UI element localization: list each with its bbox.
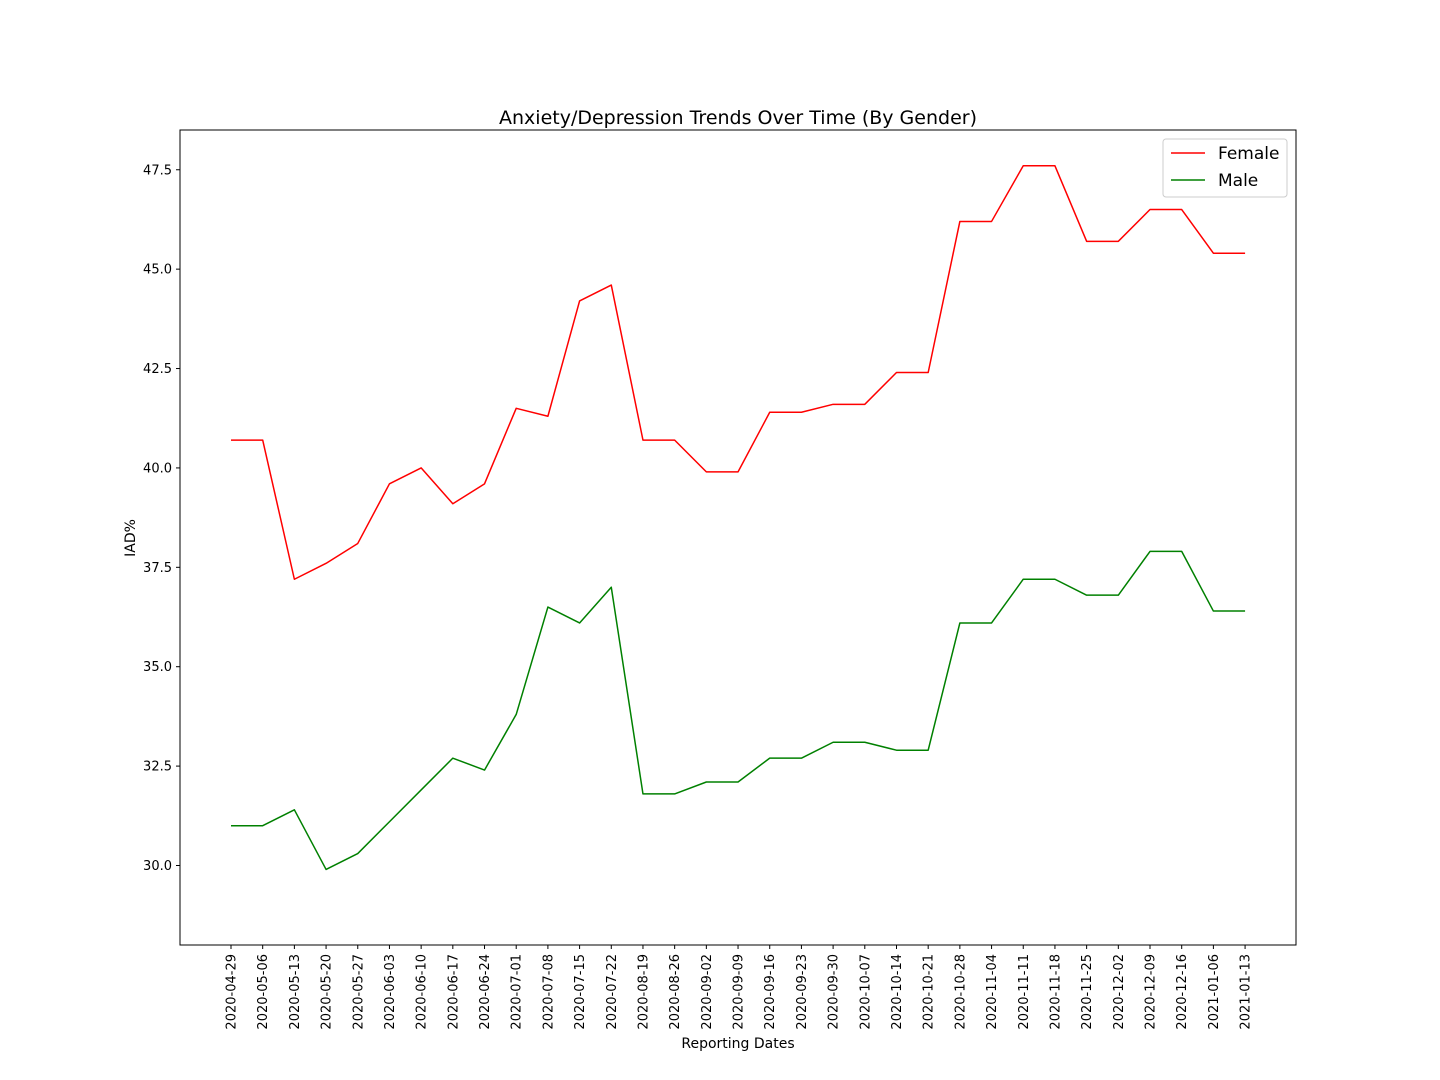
x-tick-label: 2020-12-02 <box>1112 954 1127 1030</box>
x-tick-label: 2020-08-26 <box>668 954 683 1030</box>
x-axis-label: Reporting Dates <box>681 1036 794 1052</box>
x-axis-ticks: 2020-04-29 2020-05-06 2020-05-13 2020-05-20… <box>225 945 1254 1030</box>
y-tick-label: 32.5 <box>143 760 172 775</box>
x-tick-label: 2021-01-13 <box>1239 954 1254 1030</box>
series-line-male <box>231 550 1246 871</box>
legend-label-male: Male <box>1218 171 1258 191</box>
x-tick-label: 2020-08-19 <box>636 954 651 1030</box>
x-tick-label: 2020-11-04 <box>985 954 1000 1030</box>
x-tick-label: 2020-07-08 <box>541 954 556 1030</box>
y-tick-label: 35.0 <box>143 660 172 675</box>
x-tick-label: 2020-10-07 <box>858 954 873 1030</box>
plot-area-frame <box>179 129 1297 946</box>
x-tick-label: 2020-09-16 <box>763 954 778 1030</box>
x-tick-label: 2020-09-02 <box>700 954 715 1030</box>
x-tick-label: 2020-05-27 <box>351 954 366 1030</box>
x-tick-label: 2020-07-15 <box>573 954 588 1030</box>
x-tick-label: 2020-07-01 <box>510 954 525 1030</box>
x-tick-label: 2020-06-17 <box>446 954 461 1030</box>
y-tick-label: 30.0 <box>143 859 172 874</box>
x-tick-label: 2020-06-10 <box>415 954 430 1030</box>
y-tick-label: 37.5 <box>143 561 172 576</box>
y-axis-ticks: 30.0 32.5 35.0 37.5 40.0 42.5 45.0 47.5 <box>143 163 180 874</box>
x-tick-label: 2020-09-23 <box>795 954 810 1030</box>
y-axis-label: IAD% <box>123 519 139 557</box>
x-tick-label: 2020-10-14 <box>890 954 905 1030</box>
x-tick-label: 2020-09-09 <box>732 954 747 1030</box>
x-tick-label: 2020-09-30 <box>827 954 842 1030</box>
x-tick-label: 2020-05-20 <box>320 954 335 1030</box>
series-line-female <box>231 165 1246 580</box>
legend: Female Male <box>1162 138 1288 198</box>
y-tick-label: 40.0 <box>143 461 172 476</box>
x-tick-label: 2020-11-18 <box>1048 954 1063 1030</box>
x-tick-label: 2020-07-22 <box>605 954 620 1030</box>
x-tick-label: 2020-10-28 <box>953 954 968 1030</box>
y-tick-label: 45.0 <box>143 263 172 278</box>
x-tick-label: 2020-06-03 <box>383 954 398 1030</box>
x-tick-label: 2020-11-11 <box>1017 954 1032 1030</box>
x-tick-label: 2020-10-21 <box>922 954 937 1030</box>
x-tick-label: 2020-05-06 <box>256 954 271 1030</box>
x-tick-label: 2020-12-09 <box>1144 954 1159 1030</box>
y-tick-label: 47.5 <box>143 163 172 178</box>
legend-label-female: Female <box>1218 144 1279 164</box>
x-tick-label: 2020-11-25 <box>1080 954 1095 1030</box>
x-tick-label: 2020-06-24 <box>478 954 493 1030</box>
x-tick-label: 2020-12-16 <box>1175 954 1190 1030</box>
x-tick-label: 2020-04-29 <box>225 954 240 1030</box>
x-tick-label: 2020-05-13 <box>288 954 303 1030</box>
plot-lines <box>231 165 1246 871</box>
y-tick-label: 42.5 <box>143 362 172 377</box>
x-tick-label: 2021-01-06 <box>1207 954 1222 1030</box>
chart-title: Anxiety/Depression Trends Over Time (By … <box>499 107 977 129</box>
